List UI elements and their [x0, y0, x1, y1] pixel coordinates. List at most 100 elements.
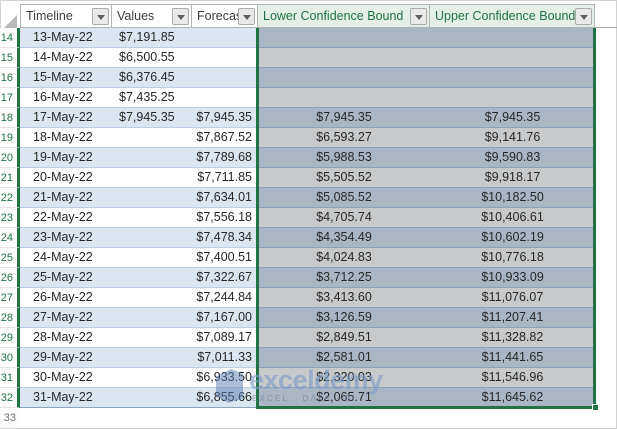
cell-lower[interactable]	[258, 28, 430, 48]
cell-upper[interactable]: $11,328.82	[430, 328, 595, 348]
cell-forecast[interactable]: $7,556.18	[192, 208, 258, 228]
cell-upper[interactable]: $11,645.62	[430, 388, 595, 408]
cell-timeline[interactable]: 15-May-22	[20, 68, 112, 88]
cell-values[interactable]	[112, 208, 192, 228]
row-header[interactable]: 20	[0, 148, 20, 168]
row-header[interactable]: 30	[0, 348, 20, 368]
cell-upper[interactable]: $11,441.65	[430, 348, 595, 368]
cell-lower[interactable]: $4,354.49	[258, 228, 430, 248]
cell-lower[interactable]: $5,505.52	[258, 168, 430, 188]
row-header[interactable]: 16	[0, 68, 20, 88]
fill-handle[interactable]	[592, 404, 599, 411]
cell-upper[interactable]	[430, 68, 595, 88]
column-header-forecast[interactable]: Forecast	[192, 4, 258, 28]
cell-values[interactable]: $7,945.35	[112, 108, 192, 128]
cell-timeline[interactable]: 27-May-22	[20, 308, 112, 328]
filter-dropdown-button[interactable]	[92, 8, 109, 25]
column-header-lower-confidence-bound[interactable]: Lower Confidence Bound	[258, 4, 430, 28]
row-header[interactable]: 24	[0, 228, 20, 248]
cell-timeline[interactable]: 30-May-22	[20, 368, 112, 388]
cell-upper[interactable]: $11,207.41	[430, 308, 595, 328]
cell-upper[interactable]: $10,933.09	[430, 268, 595, 288]
row-header[interactable]: 21	[0, 168, 20, 188]
cell-lower[interactable]	[258, 68, 430, 88]
cell-forecast[interactable]: $7,634.01	[192, 188, 258, 208]
cell-upper[interactable]: $10,406.61	[430, 208, 595, 228]
cell-timeline[interactable]: 13-May-22	[20, 28, 112, 48]
cell-upper[interactable]: $10,602.19	[430, 228, 595, 248]
row-header[interactable]: 17	[0, 88, 20, 108]
cell-values[interactable]: $6,500.55	[112, 48, 192, 68]
cell-upper[interactable]	[430, 48, 595, 68]
column-header-values[interactable]: Values	[112, 4, 192, 28]
cell-lower[interactable]: $2,065.71	[258, 388, 430, 408]
cell-lower[interactable]: $5,988.53	[258, 148, 430, 168]
cell-forecast[interactable]: $7,400.51	[192, 248, 258, 268]
cell-timeline[interactable]: 23-May-22	[20, 228, 112, 248]
cell-values[interactable]	[112, 348, 192, 368]
cell-lower[interactable]: $2,849.51	[258, 328, 430, 348]
cell-lower[interactable]: $5,085.52	[258, 188, 430, 208]
cell-forecast[interactable]	[192, 88, 258, 108]
cell-timeline[interactable]: 17-May-22	[20, 108, 112, 128]
cell-values[interactable]	[112, 268, 192, 288]
cell-timeline[interactable]: 19-May-22	[20, 148, 112, 168]
cell-upper[interactable]: $11,076.07	[430, 288, 595, 308]
cell-upper[interactable]: $10,776.18	[430, 248, 595, 268]
row-header[interactable]: 29	[0, 328, 20, 348]
cell-lower[interactable]: $6,593.27	[258, 128, 430, 148]
cell-forecast[interactable]	[192, 48, 258, 68]
cell-timeline[interactable]: 26-May-22	[20, 288, 112, 308]
cell-timeline[interactable]: 25-May-22	[20, 268, 112, 288]
cell-timeline[interactable]: 20-May-22	[20, 168, 112, 188]
filter-dropdown-button[interactable]	[575, 8, 592, 25]
cell-forecast[interactable]: $7,789.68	[192, 148, 258, 168]
cell-values[interactable]	[112, 188, 192, 208]
cell-values[interactable]	[112, 308, 192, 328]
cell-upper[interactable]: $9,918.17	[430, 168, 595, 188]
cell-upper[interactable]	[430, 88, 595, 108]
cell-forecast[interactable]: $7,945.35	[192, 108, 258, 128]
cell-values[interactable]	[112, 328, 192, 348]
filter-dropdown-button[interactable]	[238, 8, 255, 25]
row-header[interactable]: 26	[0, 268, 20, 288]
cell-values[interactable]	[112, 388, 192, 408]
cell-timeline[interactable]: 16-May-22	[20, 88, 112, 108]
cell-forecast[interactable]	[192, 68, 258, 88]
cell-values[interactable]	[112, 368, 192, 388]
cell-lower[interactable]	[258, 48, 430, 68]
row-header[interactable]: 19	[0, 128, 20, 148]
cell-timeline[interactable]: 31-May-22	[20, 388, 112, 408]
column-header-upper-confidence-bound[interactable]: Upper Confidence Bound	[430, 4, 595, 28]
cell-lower[interactable]: $4,705.74	[258, 208, 430, 228]
cell-values[interactable]: $6,376.45	[112, 68, 192, 88]
column-header-timeline[interactable]: Timeline	[20, 4, 112, 28]
row-header[interactable]: 18	[0, 108, 20, 128]
cell-timeline[interactable]: 14-May-22	[20, 48, 112, 68]
cell-lower[interactable]: $3,712.25	[258, 268, 430, 288]
cell-timeline[interactable]: 28-May-22	[20, 328, 112, 348]
cell-timeline[interactable]: 18-May-22	[20, 128, 112, 148]
cell-lower[interactable]: $7,945.35	[258, 108, 430, 128]
cell-forecast[interactable]: $7,867.52	[192, 128, 258, 148]
cell-upper[interactable]: $9,141.76	[430, 128, 595, 148]
cell-forecast[interactable]: $7,478.34	[192, 228, 258, 248]
cell-values[interactable]	[112, 228, 192, 248]
cell-values[interactable]: $7,191.85	[112, 28, 192, 48]
filter-dropdown-button[interactable]	[172, 8, 189, 25]
cell-upper[interactable]	[430, 28, 595, 48]
cell-upper[interactable]: $9,590.83	[430, 148, 595, 168]
cell-forecast[interactable]: $7,011.33	[192, 348, 258, 368]
cell-upper[interactable]: $11,546.96	[430, 368, 595, 388]
cell-forecast[interactable]: $7,322.67	[192, 268, 258, 288]
cell-lower[interactable]: $2,581.01	[258, 348, 430, 368]
row-header[interactable]: 15	[0, 48, 20, 68]
cell-lower[interactable]: $2,320.03	[258, 368, 430, 388]
cell-timeline[interactable]: 22-May-22	[20, 208, 112, 228]
cell-lower[interactable]: $4,024.83	[258, 248, 430, 268]
cell-lower[interactable]	[258, 88, 430, 108]
row-header[interactable]: 28	[0, 308, 20, 328]
row-header[interactable]: 31	[0, 368, 20, 388]
cell-lower[interactable]: $3,413.60	[258, 288, 430, 308]
row-header[interactable]: 25	[0, 248, 20, 268]
